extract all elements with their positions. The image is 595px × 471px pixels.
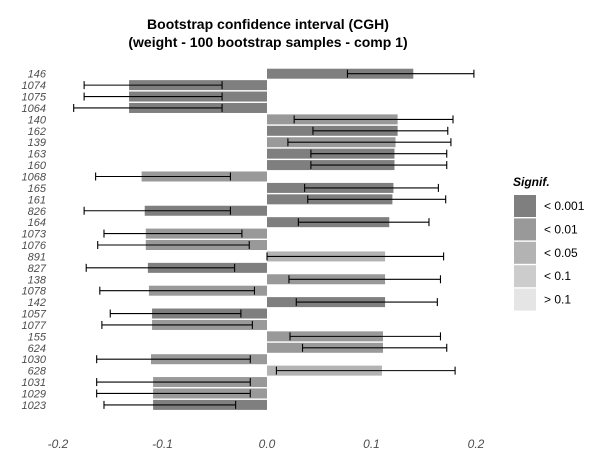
legend-swatch	[514, 218, 536, 241]
y-axis-labels: 1461074107510641401621391631601068165161…	[22, 69, 47, 412]
legend-label: < 0.05	[544, 246, 578, 260]
y-label-628: 628	[28, 366, 47, 378]
error-bar-139	[287, 138, 452, 147]
error-bar-1074	[83, 81, 223, 90]
legend-label: > 0.1	[544, 293, 571, 307]
error-bar-155	[289, 332, 442, 341]
y-label-826: 826	[28, 206, 47, 218]
x-tick-label: 0.1	[363, 437, 380, 451]
error-bar-1064	[73, 103, 223, 112]
legend-label: < 0.001	[544, 199, 585, 213]
error-bar-1075	[83, 92, 223, 101]
y-label-1077: 1077	[22, 320, 47, 332]
bar-146	[267, 68, 414, 79]
error-bar-142	[295, 298, 438, 307]
error-bar-138	[288, 275, 442, 284]
y-label-146: 146	[28, 69, 47, 81]
error-bar-1030	[96, 355, 251, 364]
error-bar-827	[85, 263, 236, 272]
legend-label: < 0.01	[544, 222, 578, 236]
error-bar-146	[346, 69, 475, 78]
y-label-1074: 1074	[22, 80, 46, 92]
y-label-142: 142	[28, 297, 46, 309]
x-axis-tick-labels: -0.2 -0.1 0.0 0.1 0.2	[48, 437, 485, 451]
y-label-164: 164	[28, 217, 46, 229]
legend-swatch	[514, 288, 536, 311]
y-label-1078: 1078	[22, 286, 47, 298]
error-bar-160	[310, 161, 448, 170]
x-tick-label: 0.2	[468, 437, 485, 451]
y-label-155: 155	[28, 331, 47, 343]
y-label-1064: 1064	[22, 103, 46, 115]
legend-swatch	[514, 265, 536, 288]
error-bar-161	[307, 195, 447, 204]
y-label-1073: 1073	[22, 229, 47, 241]
legend-swatch	[514, 195, 536, 217]
x-tick-label: -0.1	[152, 437, 173, 451]
error-bar-1023	[103, 400, 237, 409]
error-bar-1073	[103, 229, 243, 238]
y-label-1075: 1075	[22, 92, 47, 104]
error-bar-163	[310, 149, 448, 158]
y-label-140: 140	[28, 114, 47, 126]
y-label-1068: 1068	[22, 171, 47, 183]
y-label-138: 138	[28, 274, 47, 286]
y-label-891: 891	[28, 251, 46, 263]
error-bar-1077	[101, 320, 253, 329]
error-bar-624	[301, 343, 448, 352]
error-bar-1068	[95, 172, 231, 181]
x-tick-label: 0.0	[259, 437, 276, 451]
y-label-1057: 1057	[22, 309, 47, 321]
error-bar-826	[83, 206, 231, 215]
y-label-162: 162	[28, 126, 46, 138]
y-label-1076: 1076	[22, 240, 47, 252]
y-label-1029: 1029	[22, 388, 46, 400]
legend-label: < 0.1	[544, 269, 571, 283]
legend: Signif. < 0.001 < 0.01 < 0.05 < 0.1 > 0.1	[513, 175, 585, 311]
error-bar-1076	[97, 241, 250, 250]
chart-title-line-2: (weight - 100 bootstrap samples - comp 1…	[128, 34, 407, 50]
error-bar-1031	[96, 378, 251, 387]
x-tick-label: -0.2	[48, 437, 69, 451]
error-bar-1029	[96, 389, 251, 398]
y-label-827: 827	[28, 263, 47, 275]
legend-title: Signif.	[513, 175, 550, 189]
error-bar-140	[293, 115, 454, 124]
error-bar-1078	[99, 286, 256, 295]
chart-title-line-1: Bootstrap confidence interval (CGH)	[147, 16, 389, 32]
y-label-160: 160	[28, 160, 47, 172]
legend-swatch	[514, 241, 536, 264]
y-label-1030: 1030	[22, 354, 47, 366]
y-label-1023: 1023	[22, 400, 47, 412]
error-bar-628	[275, 366, 456, 375]
error-bar-162	[312, 126, 449, 135]
y-label-163: 163	[28, 149, 47, 161]
error-bar-1057	[109, 309, 242, 318]
y-label-165: 165	[28, 183, 47, 195]
y-label-1031: 1031	[22, 377, 46, 389]
y-label-161: 161	[28, 194, 46, 206]
error-bar-165	[304, 183, 439, 192]
error-bars-layer	[73, 69, 475, 409]
y-label-139: 139	[28, 137, 46, 149]
y-label-624: 624	[28, 343, 46, 355]
error-bar-164	[297, 218, 430, 227]
error-bar-891	[266, 252, 445, 261]
